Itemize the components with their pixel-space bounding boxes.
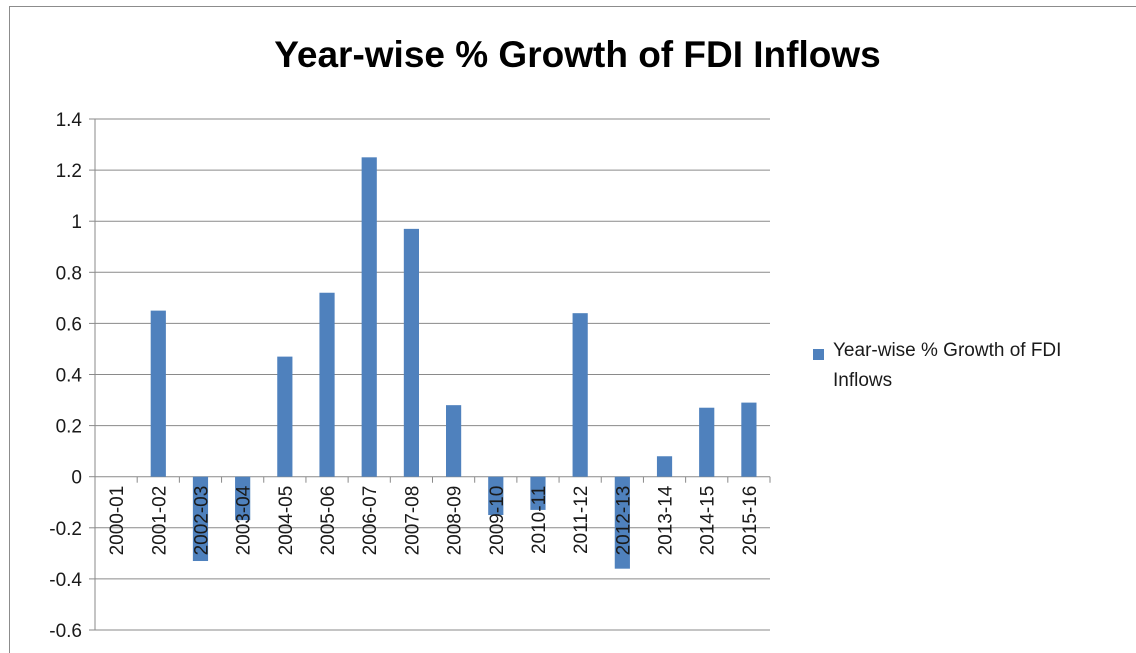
legend-label: Year-wise % Growth of FDI Inflows [833,340,1062,391]
y-tick-label: 1.2 [56,161,82,182]
x-tick-label: 2005-06 [318,486,339,556]
x-tick-label: 2010-11 [529,486,550,554]
y-tick-label: -0.4 [49,570,82,591]
x-tick-label: 2000-01 [107,486,128,556]
y-tick-label: 1.4 [56,110,83,131]
bar [277,356,293,477]
x-tick-label: 2009-10 [487,486,508,556]
x-tick-label: 2004-05 [276,486,297,556]
x-tick-label: 2002-03 [191,486,212,556]
bar [192,476,209,562]
y-tick-label: 0.8 [56,263,82,284]
y-tick-label: 0.4 [56,366,83,387]
bar [319,292,335,477]
x-tick-label: 2013-14 [656,485,677,555]
x-tick-label: 2008-09 [445,486,466,556]
chart-title: Year-wise % Growth of FDI Inflows [274,34,881,75]
y-tick-label: -0.2 [49,519,82,540]
bar [150,310,166,477]
x-tick-label: 2014-15 [698,486,719,556]
bar [572,313,588,477]
bar [235,476,251,521]
x-tick-label: 2011-12 [571,486,592,554]
y-tick-label: 0.2 [56,417,82,438]
y-tick-label: 0 [71,468,82,489]
x-tick-label: 2006-07 [360,486,381,556]
bar [614,476,630,569]
x-tick-label: 2003-04 [234,485,255,555]
bar [361,157,377,477]
x-tick-label: 2012-13 [613,486,634,556]
bar [656,456,673,477]
bar [446,405,462,477]
x-tick-label: 2001-02 [149,486,170,556]
bar [530,476,546,510]
legend-swatch [813,349,824,360]
bar [699,407,715,477]
x-tick-label: 2015-16 [740,486,761,556]
bar [403,228,419,477]
y-tick-label: 1 [71,212,82,233]
bar [741,402,757,477]
y-tick-label: -0.6 [49,621,82,642]
y-tick-label: 0.6 [56,314,82,335]
x-tick-label: 2007-08 [402,486,423,556]
bar [488,476,504,516]
